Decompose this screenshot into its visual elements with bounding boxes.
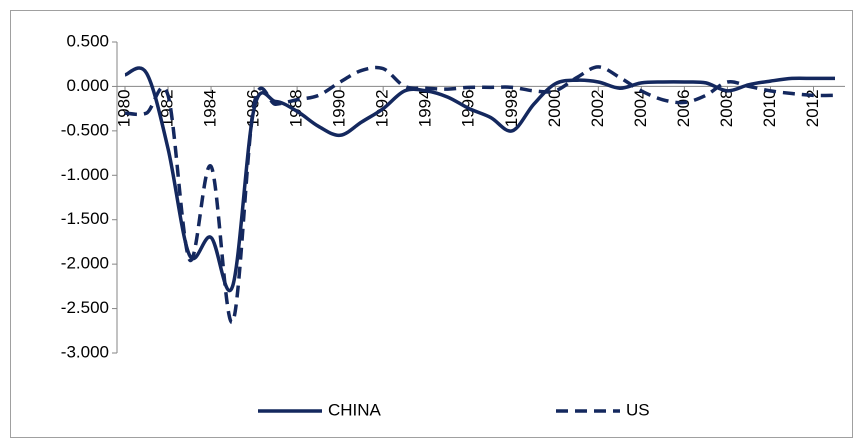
y-tick-label: -3.000 xyxy=(61,342,109,361)
y-tick-label: -2.500 xyxy=(61,298,109,317)
legend-label: US xyxy=(626,400,650,419)
y-tick-label: -2.000 xyxy=(61,254,109,273)
series-line xyxy=(124,65,836,324)
chart-frame xyxy=(10,10,853,438)
x-tick-label: 1998 xyxy=(502,89,521,127)
legend-label: CHINA xyxy=(328,400,382,419)
y-tick-label: -0.500 xyxy=(61,120,109,139)
x-tick-label: 2000 xyxy=(545,89,564,127)
y-tick-label: 0.500 xyxy=(66,31,109,50)
x-tick-label: 1984 xyxy=(201,89,220,127)
x-tick-label: 1990 xyxy=(330,89,349,127)
x-tick-label: 2012 xyxy=(803,89,822,127)
x-tick-label: 1994 xyxy=(416,89,435,127)
series-line xyxy=(124,66,835,293)
x-tick-label: 1980 xyxy=(114,89,133,127)
y-tick-label: -1.500 xyxy=(61,209,109,228)
y-tick-label: 0.000 xyxy=(66,76,109,95)
x-tick-label: 2004 xyxy=(631,89,650,127)
x-tick-label: 2008 xyxy=(717,89,736,127)
x-tick-label: 1988 xyxy=(287,89,306,127)
x-tick-label: 2006 xyxy=(674,89,693,127)
x-tick-label: 2010 xyxy=(760,89,779,127)
x-tick-label: 2002 xyxy=(588,89,607,127)
y-tick-label: -1.000 xyxy=(61,165,109,184)
